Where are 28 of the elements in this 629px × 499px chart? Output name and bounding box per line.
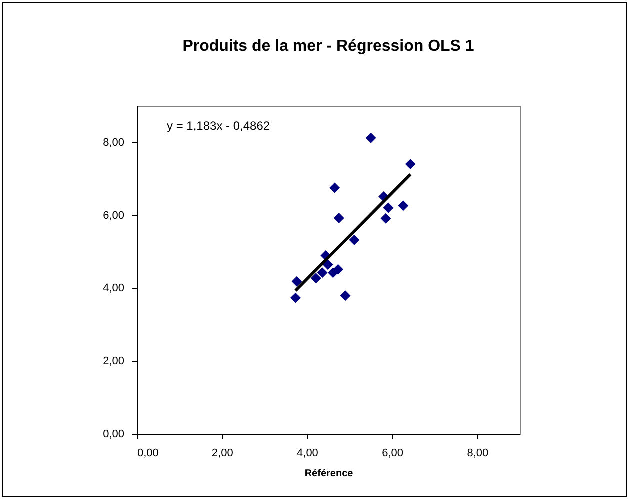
point: [317, 268, 328, 278]
point: [322, 260, 334, 270]
annotation: y = 1,183x - 0,4862: [167, 119, 270, 133]
point: [383, 202, 394, 214]
chart-title: Produits de la mer - Régression OLS 1: [182, 38, 474, 55]
y-tick-label: 4,00: [103, 282, 124, 295]
x-tick-label: 8,00: [467, 448, 489, 460]
y-tick-label: 6,00: [103, 210, 124, 222]
point: [330, 182, 340, 194]
point: [334, 213, 344, 224]
point: [292, 276, 302, 287]
point: [380, 213, 392, 224]
x-axis-title: Référence: [304, 468, 354, 480]
point: [310, 273, 322, 284]
x-tick-label: 0,00: [138, 448, 159, 460]
y-tick-label: 0,00: [103, 428, 124, 440]
x-tick-label: 2,00: [212, 448, 234, 460]
point: [340, 290, 351, 302]
point: [333, 264, 344, 275]
point: [349, 234, 360, 246]
x-tick-label: 4,00: [297, 448, 318, 460]
point: [366, 132, 376, 144]
x-tick-label: 6,00: [382, 448, 404, 460]
y-tick-label: 8,00: [103, 136, 124, 149]
point: [405, 159, 416, 170]
point: [290, 292, 301, 304]
point: [398, 200, 409, 212]
y-tick-label: 2,00: [103, 356, 124, 368]
